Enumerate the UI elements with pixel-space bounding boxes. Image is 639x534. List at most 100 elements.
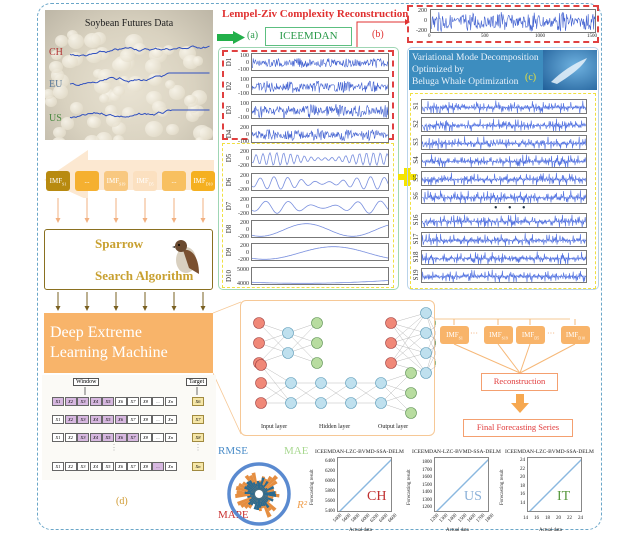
neuron bbox=[420, 367, 432, 379]
scatter-area bbox=[337, 457, 392, 512]
ytick: 1600 bbox=[422, 475, 432, 481]
neuron bbox=[255, 359, 267, 371]
vmd-title-line: Beluga Whale Optimization bbox=[412, 77, 519, 87]
x-axis-label: Actual data bbox=[539, 528, 562, 533]
window-tag: Window bbox=[73, 378, 100, 386]
connection bbox=[258, 332, 289, 364]
market-us: US bbox=[49, 113, 62, 124]
component-plot-d6 bbox=[251, 173, 389, 191]
network-graph bbox=[253, 307, 447, 419]
ytick: -100 bbox=[238, 67, 249, 73]
ytick: 0 bbox=[246, 84, 249, 90]
label-b: (b) bbox=[372, 29, 384, 40]
ytick: 6200 bbox=[325, 469, 335, 474]
neuron bbox=[253, 317, 265, 329]
mode-plot-s17 bbox=[421, 232, 587, 247]
ytick: 0 bbox=[246, 132, 249, 138]
ytick: 5400 bbox=[325, 509, 335, 514]
metric-mae: MAE bbox=[284, 445, 309, 457]
mode-label-s6: S6 bbox=[412, 192, 420, 200]
ytick: 6000 bbox=[325, 479, 335, 484]
target-tag: Target bbox=[186, 378, 208, 386]
radar-ring bbox=[227, 462, 291, 526]
neuron bbox=[315, 397, 327, 409]
arrowhead bbox=[142, 218, 148, 223]
ytick: 18 bbox=[520, 483, 525, 489]
y-axis-label: Forecasting result bbox=[500, 469, 505, 505]
neuron bbox=[253, 337, 265, 349]
green-arrow-icon bbox=[217, 31, 245, 44]
mode-label-s1: S1 bbox=[412, 102, 420, 110]
output-imf-box: IMFS1 bbox=[440, 326, 469, 344]
ytick: 200 bbox=[240, 173, 249, 179]
radar-bar bbox=[259, 494, 274, 502]
neuron bbox=[405, 367, 417, 379]
lzc-title: Lempel-Ziv Complexity Reconstruction bbox=[222, 8, 409, 20]
window-cell: X6 bbox=[114, 433, 127, 442]
vmd-panel bbox=[407, 47, 599, 290]
mode-plot-s3 bbox=[421, 135, 587, 150]
scatter-area bbox=[434, 457, 489, 512]
connection bbox=[390, 312, 427, 364]
metric-r2: R² bbox=[297, 499, 308, 511]
wave-line bbox=[252, 151, 388, 166]
vmd-title-line: Optimized by bbox=[412, 65, 464, 75]
wave-line bbox=[252, 57, 388, 69]
imf-sub: S1 bbox=[458, 335, 463, 341]
arrow-line bbox=[519, 343, 576, 374]
neuron bbox=[385, 337, 397, 349]
vmd-title-line: Variational Mode Decomposition bbox=[412, 53, 539, 63]
arrowhead bbox=[113, 306, 119, 311]
arrowhead bbox=[55, 306, 61, 311]
window-cell: ... bbox=[152, 433, 164, 442]
window-cell: X6 bbox=[114, 415, 127, 424]
component-plot-d8 bbox=[251, 220, 389, 238]
label-d: (d) bbox=[116, 496, 128, 507]
y-axis-label: Forecasting result bbox=[310, 469, 315, 505]
scatter-area bbox=[527, 457, 582, 512]
arrowhead bbox=[84, 218, 90, 223]
tag-arrows bbox=[84, 387, 198, 395]
delm-title: Deep Extreme Learning Machine bbox=[50, 323, 213, 363]
mode-label-s19: S19 bbox=[412, 269, 420, 281]
wave-line bbox=[422, 233, 586, 246]
label-a: (a) bbox=[247, 30, 259, 41]
sparrow-icon bbox=[172, 240, 199, 274]
imf-box: IMFD10 bbox=[191, 171, 215, 191]
ssa-box: Finder Joiner Guard Sparrow Search Algor… bbox=[44, 229, 213, 290]
imf-box: ... bbox=[75, 171, 99, 191]
connection bbox=[260, 364, 292, 404]
neuron bbox=[255, 397, 267, 409]
ytick: -200 bbox=[238, 163, 249, 169]
market-ch: CH bbox=[49, 47, 63, 58]
framework-border bbox=[37, 3, 602, 530]
y-axis-label: Forecasting result bbox=[407, 469, 412, 505]
window-cell: X4 bbox=[89, 433, 102, 442]
output-imf-box: IMFS19 bbox=[484, 326, 513, 344]
neuron bbox=[285, 377, 297, 389]
connection bbox=[390, 352, 427, 364]
wave-line bbox=[422, 172, 586, 185]
wave-line bbox=[252, 223, 388, 237]
window-cell: X8 bbox=[139, 415, 152, 424]
ytick: 0 bbox=[246, 60, 249, 66]
radar-bar bbox=[253, 494, 259, 510]
window-cell: X1 bbox=[52, 462, 64, 471]
radar-bar bbox=[259, 477, 265, 494]
arrowhead bbox=[142, 306, 148, 311]
window-cell: X1 bbox=[52, 433, 64, 442]
xtick: 18 bbox=[545, 516, 550, 521]
mode-plot-s18 bbox=[421, 250, 587, 265]
metric-rmse: RMSE bbox=[218, 445, 248, 457]
arrowhead bbox=[113, 218, 119, 223]
imf-box: IMFD5 bbox=[133, 171, 157, 191]
window-cell: X6 bbox=[114, 462, 127, 471]
wave-line bbox=[422, 118, 586, 131]
ytick: -200 bbox=[416, 28, 427, 34]
ssa-title-2: Search Algorithm bbox=[95, 268, 194, 283]
wave-line bbox=[252, 246, 388, 260]
fit-line bbox=[436, 459, 488, 511]
x-axis-label: Actual data bbox=[446, 528, 469, 533]
vmd-title: Variational Mode Decomposition Optimized… bbox=[412, 52, 539, 88]
radar-bar bbox=[256, 494, 259, 511]
